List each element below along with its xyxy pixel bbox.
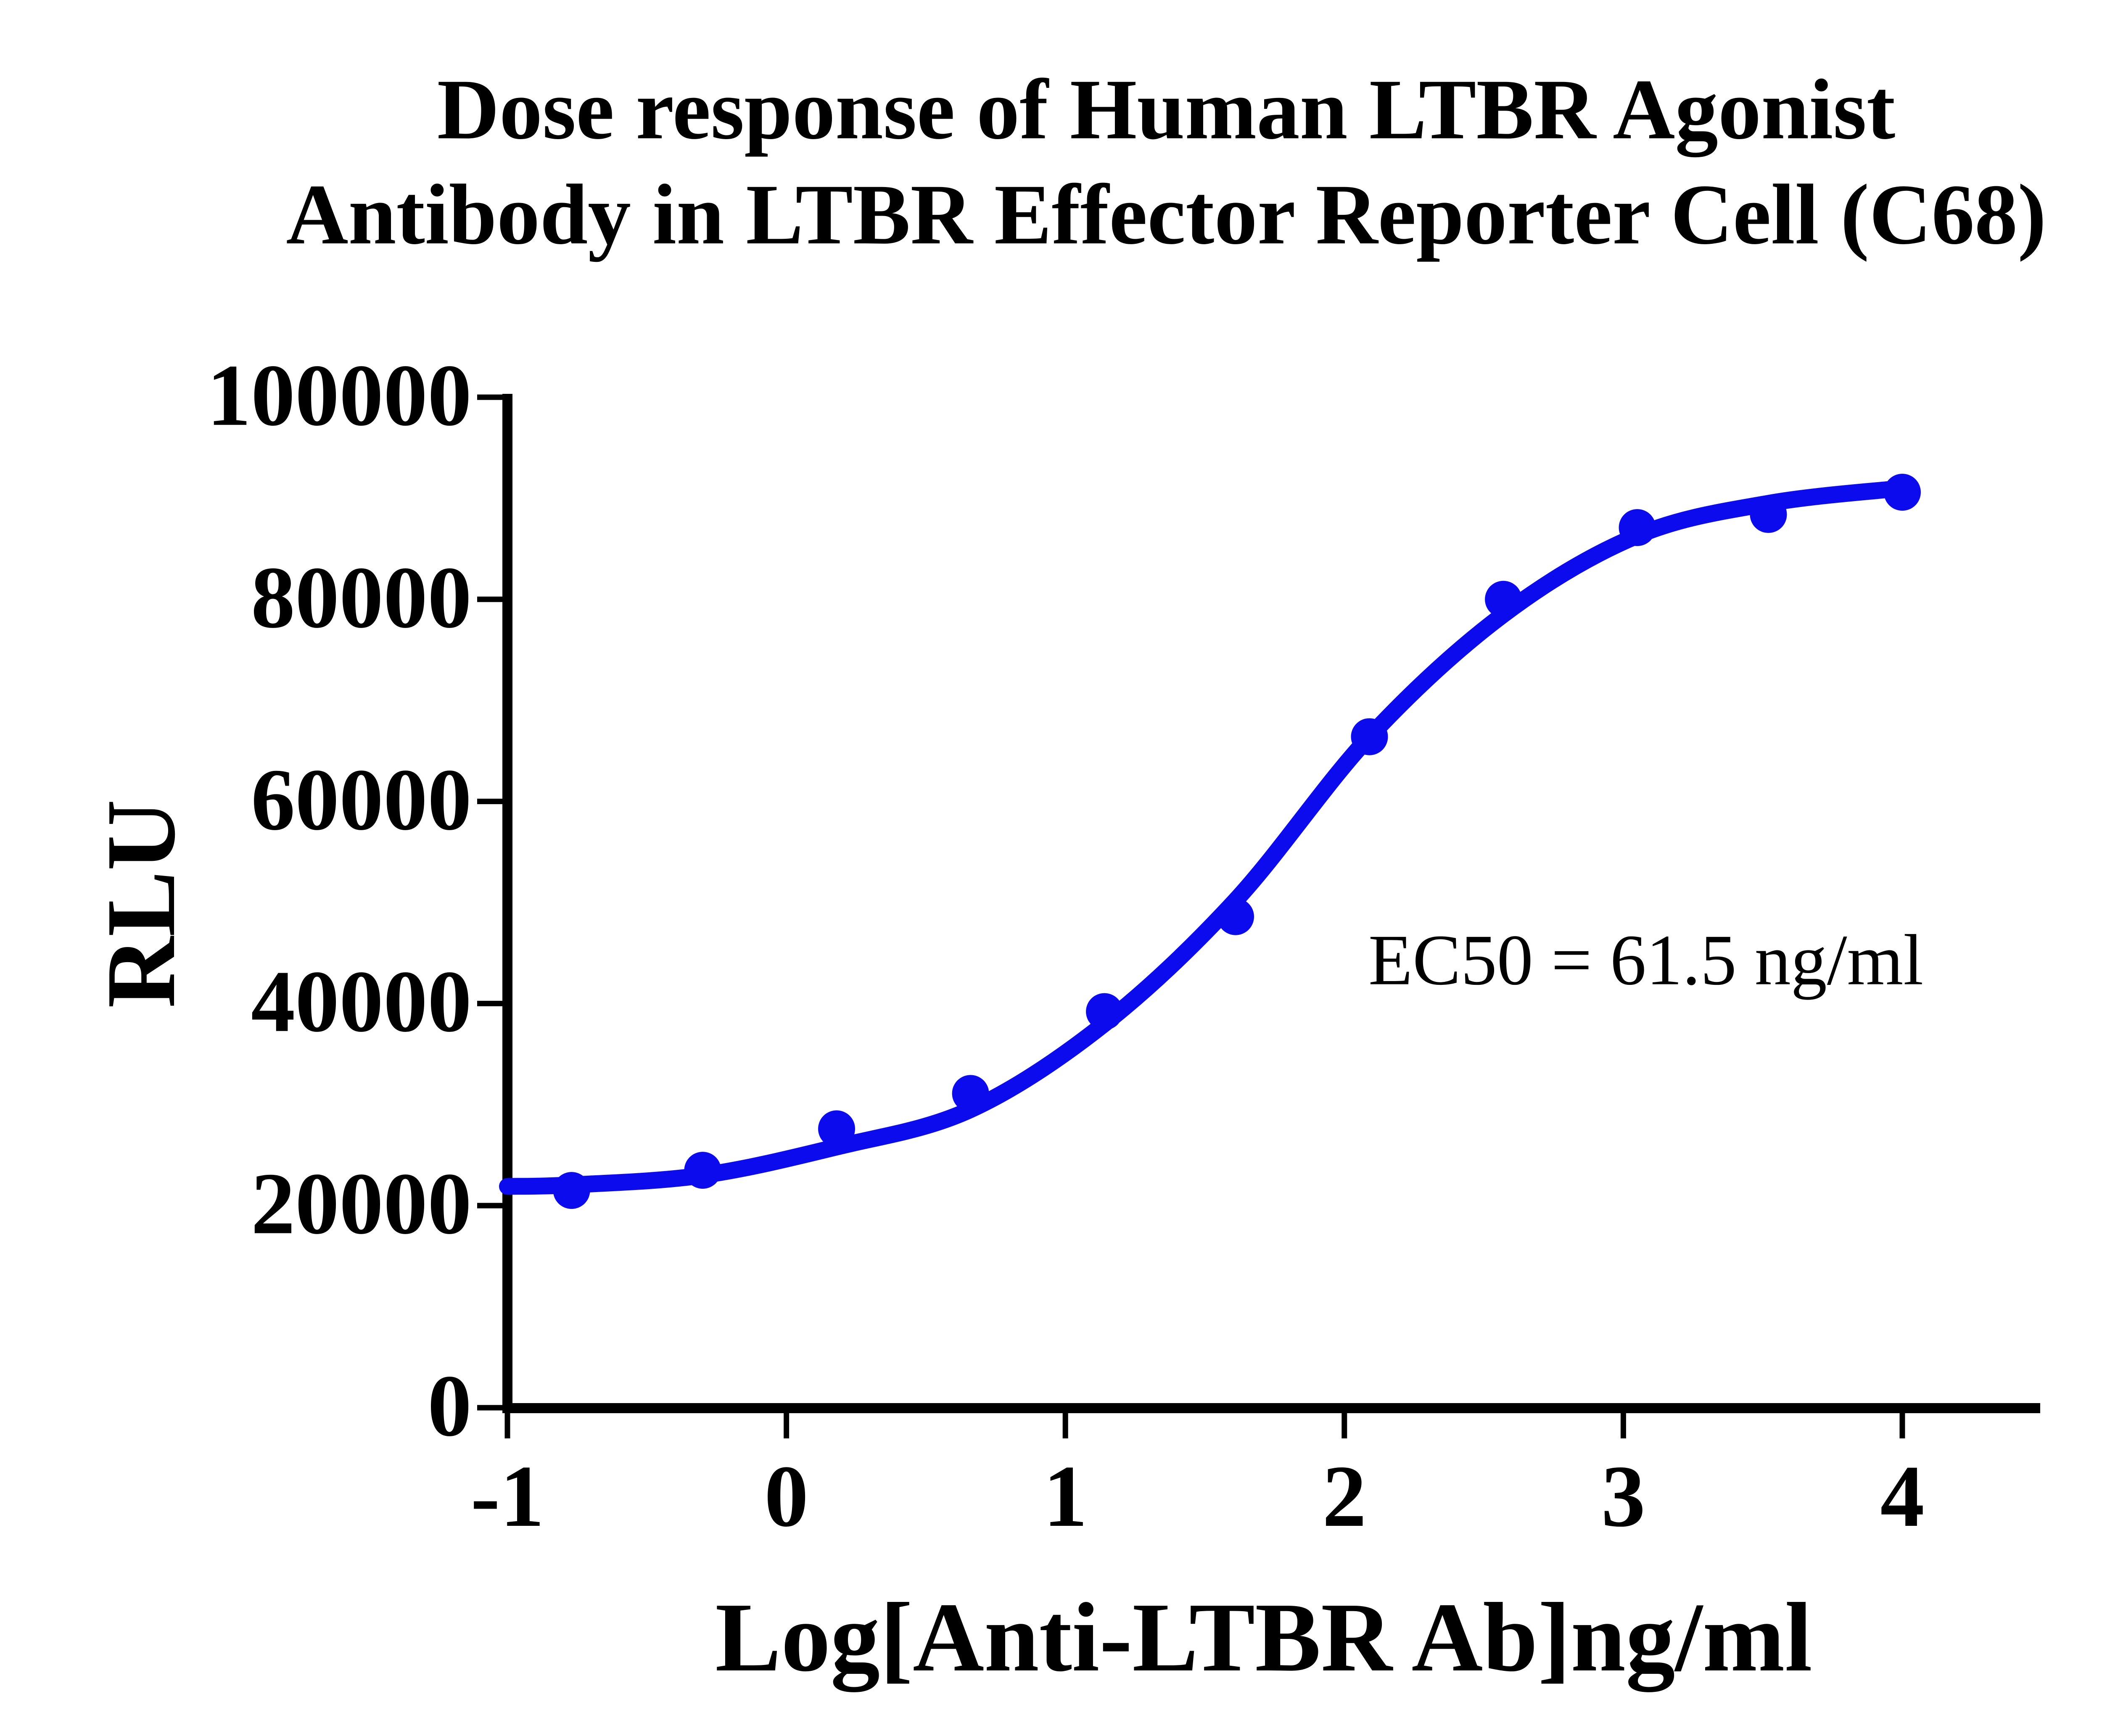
y-tick-label: 80000 [251, 549, 472, 646]
y-axis-spine [502, 394, 512, 1413]
data-point [1619, 509, 1656, 546]
ec50-annotation: EC50 = 61.5 ng/ml [1368, 920, 1924, 1000]
chart-title-line2: Antibody in LTBR Effector Reporter Cell … [286, 167, 2047, 263]
x-tick-mark [1062, 1413, 1068, 1438]
x-tick-mark [1899, 1413, 1905, 1438]
x-axis-label: Log[Anti-LTBR Ab]ng/ml [715, 1583, 1812, 1692]
x-tick-label: 1 [1043, 1448, 1088, 1545]
dose-response-fit-curve [499, 480, 1911, 1195]
data-point [553, 1172, 590, 1209]
data-point [1086, 993, 1123, 1030]
data-point [952, 1075, 989, 1112]
y-tick-label: 20000 [251, 1155, 472, 1253]
data-point [1351, 718, 1388, 755]
y-tick-mark [477, 1000, 502, 1006]
x-tick-label: 0 [764, 1448, 809, 1545]
x-tick-label: 3 [1601, 1448, 1645, 1545]
chart-title-line1: Dose response of Human LTBR Agonist [437, 62, 1896, 157]
y-axis-label: RLU [86, 799, 195, 1008]
y-tick-mark [477, 1203, 502, 1208]
data-point [1485, 580, 1522, 618]
x-tick-mark [1341, 1413, 1347, 1438]
chart-title: Dose response of Human LTBR Agonist Anti… [0, 57, 2102, 267]
y-tick-label: 40000 [251, 953, 472, 1051]
y-tick-label: 60000 [251, 751, 472, 849]
y-tick-mark [477, 394, 502, 400]
x-axis-spine [502, 1403, 2040, 1413]
y-tick-label: 100000 [207, 346, 472, 444]
y-tick-mark [477, 596, 502, 602]
x-tick-mark [784, 1413, 790, 1438]
y-tick-label: 0 [428, 1357, 472, 1455]
y-tick-mark [477, 799, 502, 805]
y-tick-mark [477, 1405, 502, 1411]
x-tick-label: -1 [470, 1448, 544, 1545]
data-point [1884, 474, 1921, 511]
data-point [818, 1110, 855, 1148]
x-tick-label: 2 [1322, 1448, 1367, 1545]
data-point [684, 1152, 721, 1189]
data-point [1217, 898, 1254, 935]
data-point [1750, 496, 1787, 533]
x-tick-label: 4 [1880, 1448, 1925, 1545]
x-tick-mark [1620, 1413, 1626, 1438]
x-tick-mark [504, 1413, 510, 1438]
